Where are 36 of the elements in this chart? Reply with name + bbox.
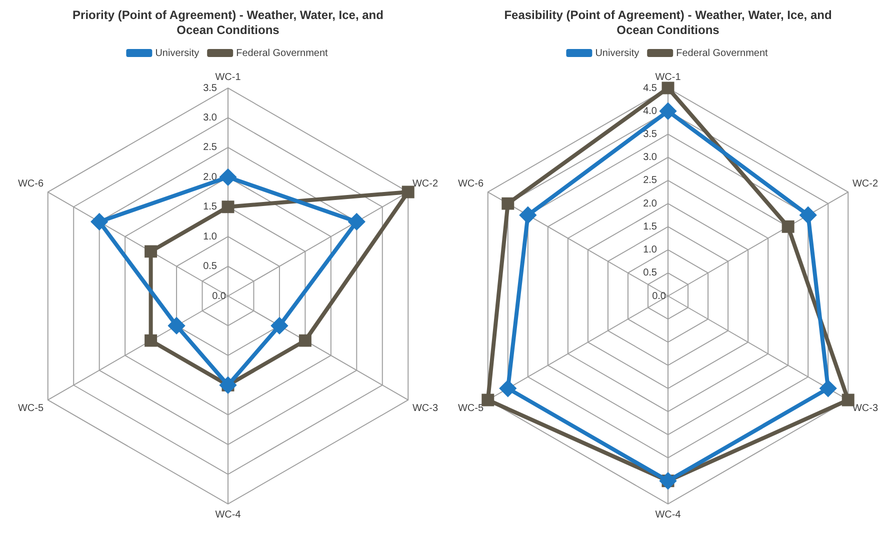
spoke-label: WC-1 <box>655 72 682 83</box>
spoke-label: WC-3 <box>412 403 438 414</box>
y-tick-label: 2.0 <box>203 172 218 183</box>
y-tick-label: 4.5 <box>643 82 658 94</box>
spoke-label: WC-4 <box>215 510 242 521</box>
y-tick-label: 1.0 <box>643 244 658 256</box>
spoke-label: WC-6 <box>18 178 44 190</box>
legend-label: Federal Government <box>676 48 768 59</box>
y-tick-label: 1.0 <box>203 231 218 242</box>
spoke-label: WC-2 <box>412 178 438 190</box>
y-tick-label: 4.0 <box>643 106 658 117</box>
legend-label: University <box>595 48 640 59</box>
spoke-label: WC-5 <box>18 403 44 414</box>
spoke-label: WC-2 <box>852 178 878 190</box>
legend-label: University <box>155 48 200 59</box>
chart-title: Feasibility (Point of Agreement) - Weather, Water, Ice, and Ocean Conditions <box>503 8 833 38</box>
y-tick-label: 3.0 <box>643 152 658 164</box>
chart-title: Priority (Point of Agreement) - Weather, Water, Ice, and Ocean Conditions <box>72 8 384 38</box>
y-tick-label: 3.5 <box>643 128 658 140</box>
spoke-label: WC-5 <box>458 403 484 414</box>
y-tick-label: 1.5 <box>203 202 218 213</box>
y-tick-label: 3.5 <box>203 82 218 94</box>
y-tick-label: 2.5 <box>203 142 218 154</box>
legend-label: Federal Government <box>236 48 328 59</box>
y-tick-label: 0.0 <box>212 290 226 302</box>
y-tick-label: 3.0 <box>203 112 218 124</box>
spoke-label: WC-3 <box>852 403 878 414</box>
spoke-label: WC-4 <box>655 510 682 521</box>
y-tick-label: 0.5 <box>643 268 658 279</box>
y-tick-label: 1.5 <box>643 221 658 232</box>
y-tick-label: 0.0 <box>652 290 666 302</box>
spoke-label: WC-6 <box>458 178 484 190</box>
y-tick-label: 2.5 <box>643 175 658 186</box>
spoke-label: WC-1 <box>215 72 242 83</box>
y-tick-label: 0.5 <box>203 261 218 272</box>
y-tick-label: 2.0 <box>643 198 658 210</box>
